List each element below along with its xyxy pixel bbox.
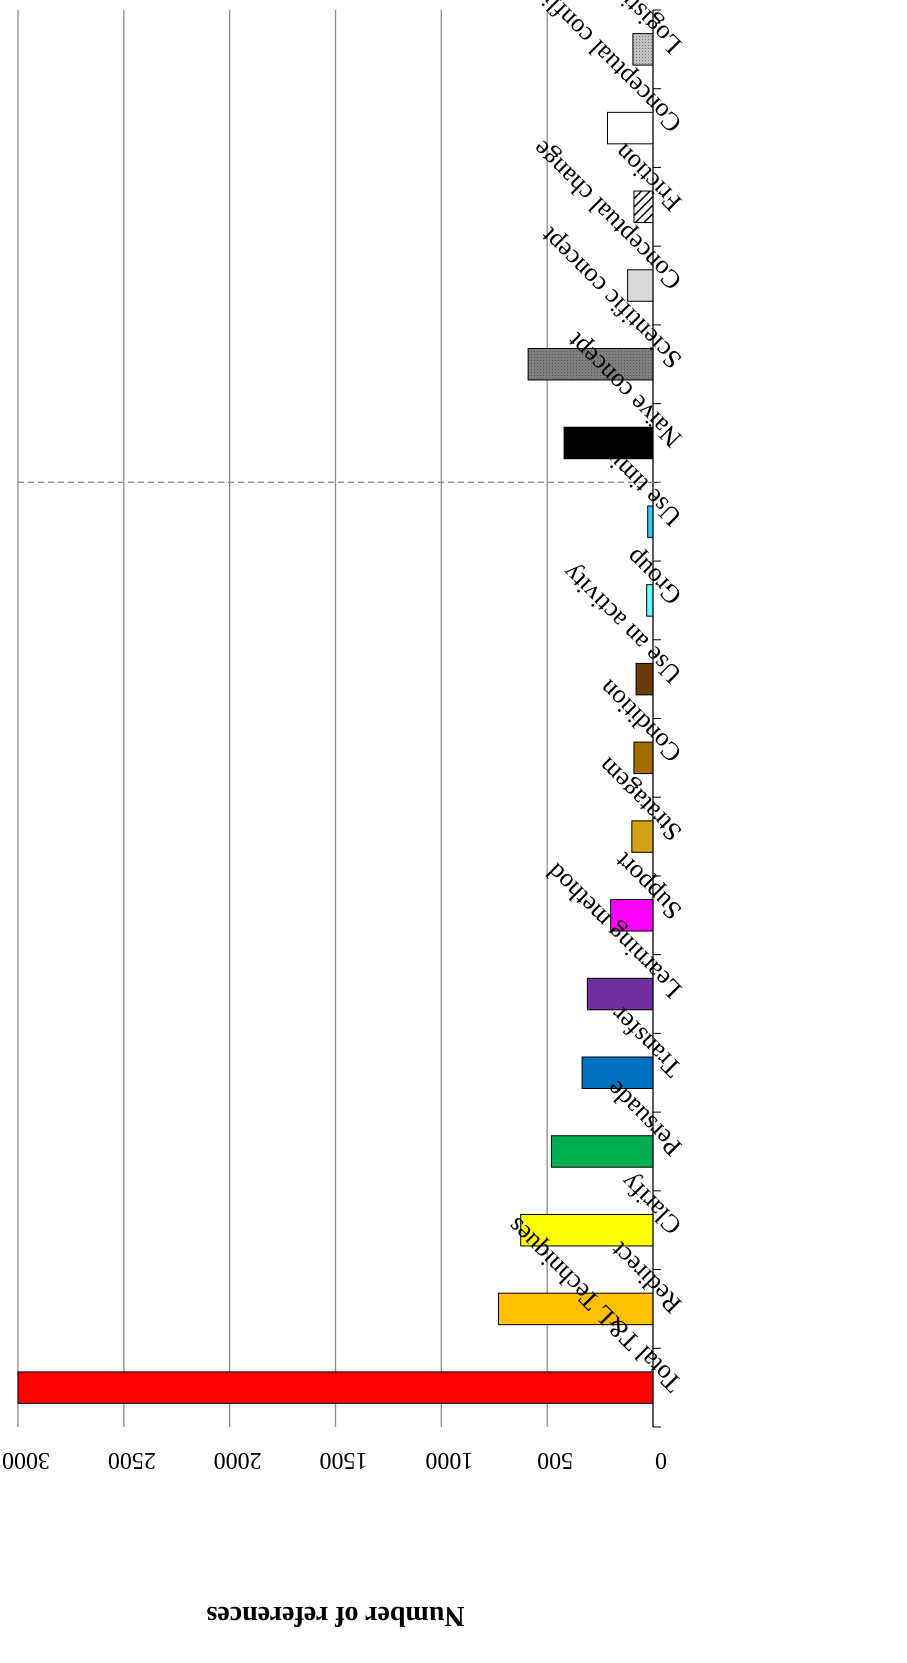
tick-label: 1500 [320,1447,368,1473]
axes [18,9,661,1428]
tick-label: 2500 [108,1447,156,1473]
tick-label: 3000 [2,1447,50,1473]
bar-learning-method [586,977,654,1011]
tick-label: 1000 [425,1447,473,1473]
bar-conceptual-change [627,269,654,302]
category-labels: Total T&L TechniquesRedirectClarifyPersu… [501,0,687,1398]
bar-scientific-concept [527,348,654,381]
tick-label: 0 [655,1447,667,1473]
category-label: Conceptual change [526,135,687,296]
value-axis-title: Number of references [206,1600,464,1631]
tick-label: 500 [537,1447,573,1473]
tick-label: 2000 [214,1447,262,1473]
bar-support [610,899,654,932]
bar-total-t-l-techniques [17,1371,654,1404]
tick-labels: 0 500 1000 1500 2000 2500 3000 [2,1447,667,1473]
bar-persuade [550,1135,654,1168]
bar-transfer [581,1056,654,1089]
gridlines [17,10,548,1427]
bars [17,33,654,1404]
